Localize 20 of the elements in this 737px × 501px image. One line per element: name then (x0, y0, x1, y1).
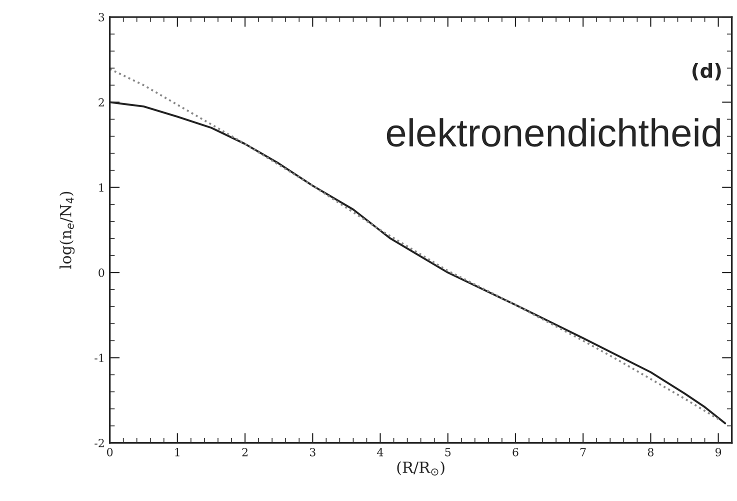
y-tick-label: 0 (98, 268, 104, 277)
x-axis-title: (R/R$_{⊙}$) (397, 461, 444, 476)
x-tick-label: 4 (377, 448, 384, 456)
annotation: (d) (692, 62, 721, 80)
y-tick-label: 1 (99, 183, 104, 192)
x-tick-label: 3 (310, 448, 316, 456)
x-tick-label: 8 (648, 448, 654, 456)
y-tick-label: -1 (94, 354, 104, 362)
annotation: elektronendichtheid (386, 118, 720, 147)
y-tick-label: 3 (98, 13, 104, 22)
y-axis-title: log(n$_{e}$/N$_{4}$) (60, 192, 75, 269)
x-tick-label: 6 (512, 448, 518, 456)
x-tick-label: 7 (580, 448, 586, 456)
x-tick-label: 1 (175, 448, 180, 456)
x-tick-label: 5 (445, 448, 451, 456)
x-tick-label: 9 (715, 448, 722, 456)
x-tick-label: 0 (107, 448, 113, 456)
y-tick-label: 2 (98, 98, 104, 106)
y-tick-label: -2 (94, 438, 104, 448)
x-tick-label: 2 (242, 448, 248, 456)
